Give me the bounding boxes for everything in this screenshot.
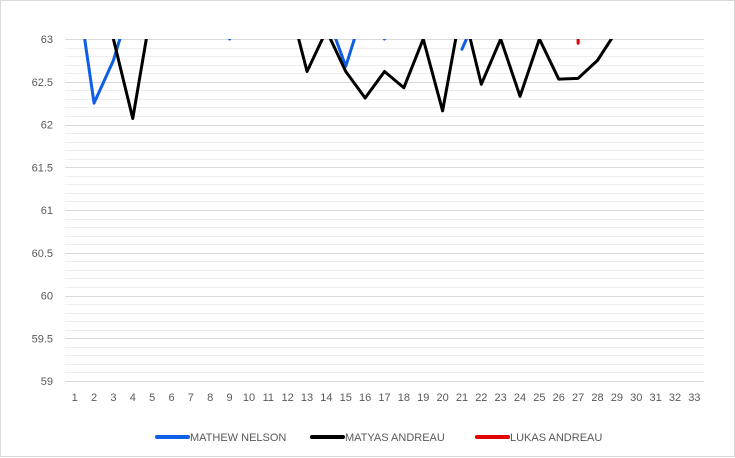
y-tick-label: 61 — [41, 205, 53, 217]
x-tick-label: 9 — [227, 392, 233, 404]
x-tick-label: 6 — [168, 392, 174, 404]
x-tick-label: 1 — [72, 392, 78, 404]
series-0 — [83, 39, 469, 105]
x-tick-label: 10 — [243, 392, 255, 404]
y-tick-label: 63 — [41, 34, 53, 46]
y-tick-label: 60.5 — [32, 248, 53, 260]
y-axis-tick-labels: 59 59.5 60 60.5 61 61.5 62 62.5 63 — [32, 34, 53, 388]
x-tick-label: 32 — [669, 392, 681, 404]
x-tick-label: 4 — [130, 392, 136, 404]
x-tick-label: 12 — [282, 392, 294, 404]
x-tick-label: 7 — [188, 392, 194, 404]
x-tick-label: 17 — [378, 392, 390, 404]
series-line — [83, 39, 122, 105]
legend-label: MATYAS ANDREAU — [345, 432, 445, 444]
x-tick-label: 20 — [436, 392, 448, 404]
x-tick-label: 11 — [263, 392, 274, 404]
x-tick-label: 24 — [514, 392, 526, 404]
legend-label: MATHEW NELSON — [190, 432, 286, 444]
x-tick-label: 33 — [688, 392, 700, 404]
x-tick-label: 29 — [611, 392, 623, 404]
series-line — [334, 39, 386, 68]
x-tick-label: 31 — [649, 392, 661, 404]
series-line — [297, 39, 614, 113]
x-tick-label: 28 — [591, 392, 603, 404]
gridlines — [65, 39, 704, 382]
x-tick-label: 8 — [207, 392, 213, 404]
x-tick-label: 14 — [320, 392, 332, 404]
y-tick-label: 61.5 — [32, 162, 53, 174]
series-1 — [111, 39, 614, 121]
x-tick-label: 15 — [340, 392, 352, 404]
y-tick-label: 59 — [41, 376, 53, 388]
legend-label: LUKAS ANDREAU — [510, 432, 602, 444]
x-tick-label: 18 — [398, 392, 410, 404]
x-tick-label: 16 — [359, 392, 371, 404]
x-tick-label: 23 — [495, 392, 507, 404]
x-axis-tick-labels: 1 2 3 4 5 6 7 8 9 10 11 12 13 14 15 16 17 18 19 20 21 22 23 24 2… — [72, 392, 701, 404]
series-line — [460, 39, 469, 51]
x-tick-label: 19 — [417, 392, 429, 404]
y-tick-label: 62 — [41, 120, 53, 132]
x-tick-label: 22 — [475, 392, 487, 404]
y-tick-label: 62.5 — [32, 77, 53, 89]
x-tick-label: 26 — [553, 392, 565, 404]
x-tick-label: 30 — [630, 392, 642, 404]
x-tick-label: 25 — [533, 392, 545, 404]
x-tick-label: 5 — [149, 392, 155, 404]
x-tick-label: 21 — [456, 392, 468, 404]
legend: MATHEW NELSON MATYAS ANDREAU LUKAS ANDREAU — [155, 432, 602, 444]
x-tick-label: 2 — [91, 392, 97, 404]
y-tick-label: 60 — [41, 291, 53, 303]
x-tick-label: 3 — [110, 392, 116, 404]
x-tick-label: 27 — [572, 392, 584, 404]
y-tick-label: 59.5 — [32, 333, 53, 345]
series-lines — [83, 39, 614, 121]
x-tick-label: 13 — [301, 392, 313, 404]
series-line — [111, 39, 148, 121]
